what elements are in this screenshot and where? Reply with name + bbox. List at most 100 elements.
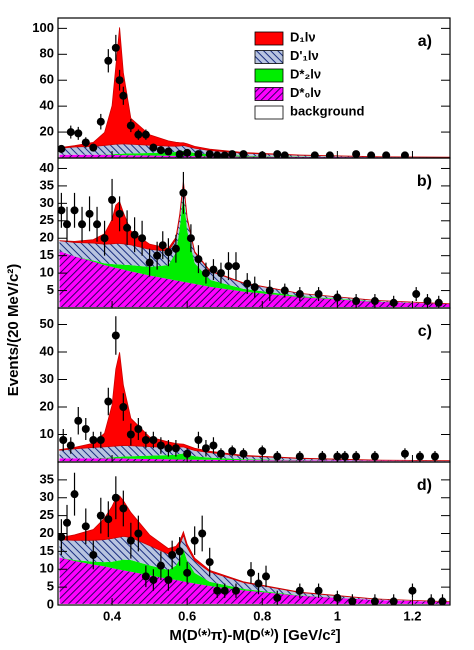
data-point — [280, 151, 289, 158]
data-point — [412, 290, 421, 299]
data-point — [201, 269, 210, 278]
area — [59, 194, 450, 305]
data-point — [224, 262, 233, 271]
panel-label: a) — [418, 33, 432, 50]
data-point — [126, 430, 135, 439]
data-point — [158, 241, 167, 250]
data-point — [389, 298, 398, 307]
data-point — [231, 586, 240, 595]
data-point — [273, 593, 282, 602]
data-point — [111, 43, 120, 52]
panel — [58, 27, 450, 158]
y-tick-label: 20 — [40, 525, 54, 540]
data-point — [325, 151, 334, 158]
y-tick-label: 40 — [40, 343, 54, 358]
data-point — [295, 452, 304, 461]
data-point — [119, 403, 128, 411]
data-point — [310, 151, 319, 158]
x-axis-label: M(D⁽*⁾π)-M(D⁽*⁾) [GeV/c²] — [169, 627, 340, 644]
data-point — [265, 286, 274, 295]
data-point — [171, 244, 180, 253]
data-point — [134, 130, 143, 139]
y-tick-label: 10 — [40, 561, 54, 576]
data-point — [141, 436, 150, 444]
y-tick-label: 30 — [40, 195, 54, 210]
data-point — [164, 444, 173, 453]
legend-label: D*₀lν — [290, 85, 321, 100]
y-tick-label: 50 — [40, 316, 54, 331]
data-point — [141, 130, 150, 139]
panel-label: d) — [417, 477, 432, 494]
data-point — [250, 283, 259, 292]
y-tick-label: 40 — [40, 98, 54, 113]
data-point — [74, 129, 83, 138]
data-point — [183, 449, 192, 458]
data-point — [213, 151, 222, 158]
data-point — [164, 147, 173, 156]
data-point — [104, 397, 113, 406]
data-point — [138, 234, 147, 243]
data-point — [400, 151, 409, 158]
y-tick-label: 25 — [40, 212, 54, 227]
legend-swatch — [254, 105, 284, 120]
data-point — [220, 151, 229, 158]
data-point — [175, 547, 184, 556]
y-tick-label: 60 — [40, 72, 54, 87]
data-point — [156, 561, 165, 570]
y-tick-label: 100 — [32, 20, 54, 35]
data-point — [100, 234, 109, 243]
data-point — [367, 151, 376, 158]
panel-label: c) — [418, 323, 432, 340]
data-point — [81, 425, 90, 433]
data-point — [119, 504, 128, 513]
data-point — [58, 144, 66, 153]
data-point — [205, 558, 214, 567]
data-point — [216, 269, 225, 278]
data-point — [134, 529, 143, 538]
x-tick-label: 1 — [334, 608, 341, 623]
area — [59, 251, 450, 307]
data-point — [273, 452, 282, 461]
data-point — [126, 121, 135, 130]
data-point — [104, 56, 113, 65]
y-tick-label: 30 — [40, 489, 54, 504]
data-point — [119, 91, 128, 100]
x-tick-label: 0.4 — [103, 608, 122, 623]
data-point — [126, 536, 135, 545]
data-point — [175, 150, 184, 158]
data-point — [389, 597, 398, 605]
data-point — [246, 568, 255, 577]
data-point — [340, 452, 349, 461]
data-point — [201, 444, 210, 453]
data-point — [216, 449, 225, 458]
legend-label: D₁lν — [290, 29, 316, 44]
data-point — [295, 586, 304, 595]
data-point — [179, 188, 188, 197]
data-point — [111, 493, 120, 502]
y-tick-label: 35 — [40, 177, 54, 192]
data-point — [168, 550, 177, 559]
data-point — [370, 597, 379, 605]
data-point — [228, 447, 237, 455]
data-point — [115, 76, 124, 85]
data-point — [348, 597, 357, 605]
data-point — [81, 522, 90, 531]
data-point — [115, 209, 124, 218]
data-point — [370, 297, 379, 306]
data-point — [96, 436, 105, 444]
data-point — [198, 529, 207, 538]
data-point — [149, 436, 158, 444]
data-point — [352, 452, 361, 461]
data-point — [171, 444, 180, 453]
data-point — [220, 586, 229, 595]
data-point — [89, 550, 98, 559]
data-point — [164, 575, 173, 584]
data-point — [58, 533, 66, 542]
area — [59, 352, 450, 462]
data-point — [194, 150, 203, 158]
data-point — [427, 597, 436, 605]
y-tick-label: 15 — [40, 247, 54, 262]
data-point — [205, 150, 214, 158]
data-point — [141, 572, 150, 581]
